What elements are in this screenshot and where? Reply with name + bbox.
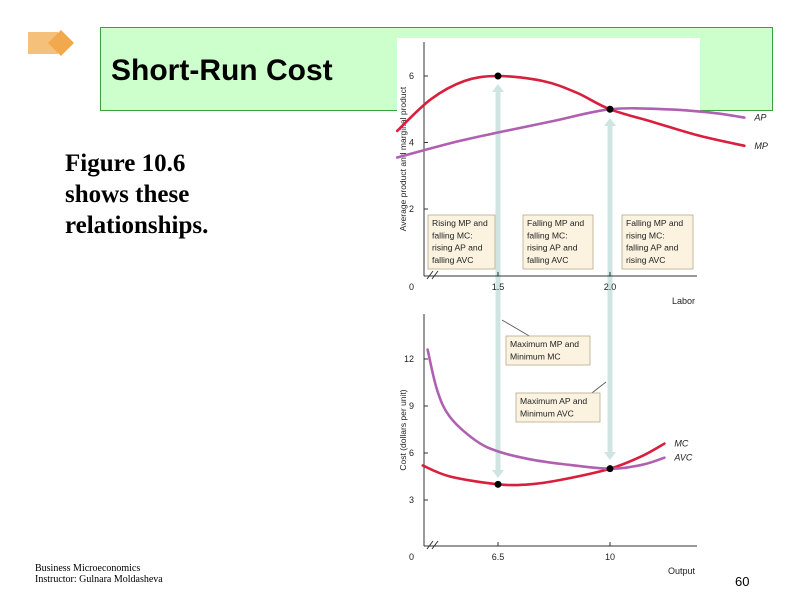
annotation-region-1-text: Rising MP and: [432, 218, 488, 228]
annotation-region-1-text: falling AVC: [432, 255, 473, 265]
annotation-region-3-box: [621, 214, 694, 270]
key-point: [606, 465, 614, 473]
axis-break-mark: [431, 540, 439, 550]
x-tick-label: 10: [605, 552, 615, 562]
key-point: [606, 105, 614, 113]
annotation-region-3-text: rising AVC: [626, 255, 665, 265]
annotation-region-1-text: falling MC:: [432, 230, 473, 240]
connector-arrow-head-down: [492, 470, 504, 478]
annotation-max-mp-text: Maximum MP and: [510, 339, 579, 349]
y-axis-label: Average product and marginal product: [398, 86, 408, 231]
annotation-region-3-text: Falling MP and: [626, 218, 683, 228]
annotation-region-2-text: falling AVC: [527, 255, 568, 265]
y-tick-label: 6: [409, 448, 414, 458]
page-number: 60: [735, 574, 750, 589]
annotation-max-mp-text: Minimum MC: [510, 351, 561, 361]
annotation-max-ap-text: Minimum AVC: [520, 408, 574, 418]
annotation-max-ap-text: Maximum AP and: [520, 396, 587, 406]
connector-arrow-head-down: [604, 452, 616, 460]
x-tick-label: 2.0: [604, 282, 617, 292]
series-label-mp: MP: [754, 141, 768, 151]
series-line-mc: [421, 442, 666, 487]
slide-title: Short-Run Cost: [111, 54, 333, 87]
origin-label: 0: [409, 282, 414, 292]
key-point: [494, 72, 502, 80]
annotation-leader-line: [501, 319, 532, 338]
footer-line: Instructor: Gulnara Moldasheva: [35, 574, 163, 585]
axis-break-mark: [426, 270, 434, 280]
x-axis-label: Output: [668, 566, 696, 576]
connector-arrow-head-up: [492, 84, 504, 92]
axis-break-mark: [426, 540, 434, 550]
annotation-max-ap-box: [515, 392, 601, 423]
annotation-region-1-text: rising AP and: [432, 243, 483, 253]
axis-break-mark: [431, 270, 439, 280]
series-label-ap: AP: [753, 113, 766, 123]
annotation-region-2-text: Falling MP and: [527, 218, 584, 228]
footer-line: Business Microeconomics: [35, 563, 141, 574]
x-axis-label: Labor: [672, 296, 695, 306]
chart-background: [397, 38, 700, 556]
series-line-mp: [395, 74, 746, 148]
y-tick-label: 3: [409, 495, 414, 505]
x-tick-label: 1.5: [492, 282, 505, 292]
y-tick-label: 9: [409, 401, 414, 411]
annotation-region-2-text: rising AP and: [527, 243, 578, 253]
body-line: relationships.: [65, 212, 209, 239]
connector-arrow-head-up: [604, 118, 616, 126]
series-label-mc: MC: [674, 439, 688, 449]
x-tick-label: 6.5: [492, 552, 505, 562]
y-axis-label: Cost (dollars per unit): [398, 389, 408, 470]
annotation-region-3-text: falling AP and: [626, 243, 679, 253]
y-tick-label: 2: [409, 204, 414, 214]
body-text: Figure 10.6 shows these relationships.: [65, 148, 285, 241]
annotation-region-2-box: [522, 214, 594, 270]
annotation-max-mp-box: [505, 335, 591, 366]
series-label-avc: AVC: [673, 453, 693, 463]
footer: Business Microeconomics Instructor: Guln…: [35, 563, 163, 585]
diamond-bullet-icon: [28, 30, 74, 56]
y-tick-label: 4: [409, 138, 414, 148]
y-tick-label: 6: [409, 71, 414, 81]
series-line-ap: [395, 106, 746, 159]
annotation-region-1-box: [427, 214, 496, 270]
body-line: Figure 10.6: [65, 150, 186, 177]
origin-label: 0: [409, 552, 414, 562]
y-tick-label: 12: [404, 354, 414, 364]
series-line-avc: [426, 348, 666, 471]
body-line: shows these: [65, 181, 190, 208]
annotation-region-2-text: falling MC:: [527, 230, 568, 240]
annotation-region-3-text: rising MC:: [626, 230, 665, 240]
key-point: [494, 480, 502, 488]
